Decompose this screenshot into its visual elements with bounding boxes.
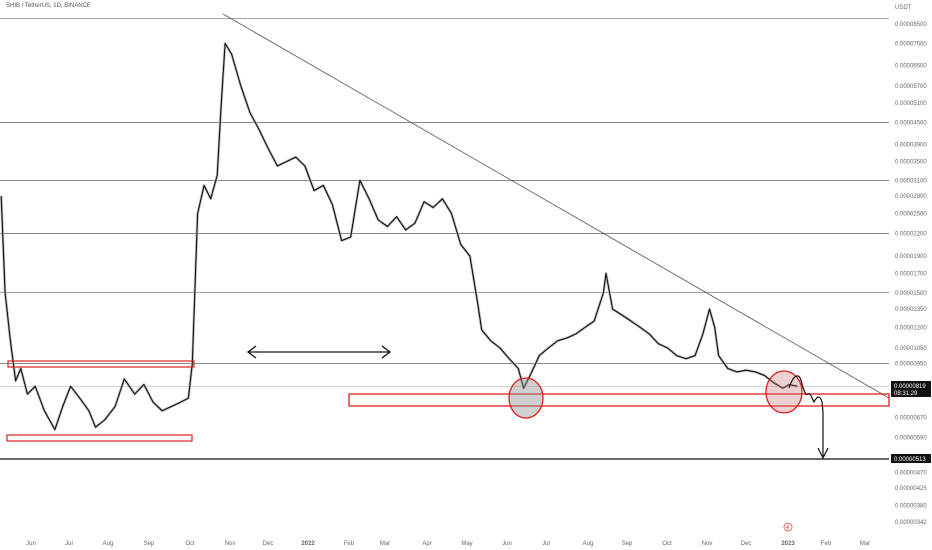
price-tick-label: 0.00001900 (895, 254, 927, 260)
last-price-value: 0.00000819 (894, 384, 926, 390)
price-axis[interactable]: 0.00000342 0.00000380 0.00000425 0.00000470… (895, 22, 927, 526)
support-zone-box[interactable] (348, 393, 890, 407)
price-tick-label: 0.00002200 (895, 231, 927, 237)
price-tick-label: 0.00000950 (895, 362, 927, 368)
last-price-badge: 0.00000819 08:31:29 (891, 381, 931, 397)
time-tick-label: Oct (185, 541, 195, 547)
price-tick-label: 0.00000380 (895, 504, 927, 510)
price-tick-label: 0.00002800 (895, 194, 927, 200)
time-tick-label: Nov (225, 541, 236, 547)
time-tick-label: Feb (344, 541, 355, 547)
price-series-line (0, 42, 798, 431)
price-series-shadow (0, 42, 798, 431)
time-tick-label: Jul (65, 541, 73, 547)
price-tick-label: 0.00000470 (895, 471, 927, 477)
price-tick-label: 0.00000590 (895, 435, 927, 441)
price-tick-label: 0.00000342 (895, 520, 927, 526)
time-tick-label: 2023 (781, 541, 795, 547)
time-tick-label: Dec (741, 541, 752, 547)
range-top-box[interactable] (7, 360, 195, 368)
double-headed-arrow[interactable] (246, 345, 392, 359)
time-tick-label: May (461, 541, 472, 547)
time-tick-label: Jul (542, 541, 550, 547)
time-tick-label: Nov (702, 541, 713, 547)
projected-path[interactable] (788, 375, 824, 456)
time-tick-label: Dec (263, 541, 274, 547)
support-price-value: 0.00000513 (894, 457, 926, 463)
range-bottom-box[interactable] (6, 434, 193, 442)
time-tick-label: 2022 (301, 541, 315, 547)
last-price-countdown: 08:31:29 (894, 391, 918, 397)
time-tick-label: Jun (26, 541, 36, 547)
time-tick-label: Aug (103, 541, 114, 547)
time-tick-label: Sep (622, 541, 633, 547)
symbol-header: SHIB / TetherUS, 1D, BINANCE (6, 3, 91, 9)
price-tick-label: 0.00000425 (895, 486, 927, 492)
time-tick-label: Oct (662, 541, 672, 547)
current-low-circle[interactable] (765, 370, 803, 414)
price-tick-label: 0.00001350 (895, 307, 927, 313)
price-tick-label: 0.00005100 (895, 101, 927, 107)
price-tick-label: 0.00007500 (895, 41, 927, 47)
time-tick-label: Aug (583, 541, 594, 547)
price-tick-label: 0.00004500 (895, 121, 927, 127)
price-tick-label: 0.00001700 (895, 271, 927, 277)
price-tick-label: 0.00003500 (895, 160, 927, 166)
price-tick-label: 0.00001200 (895, 325, 927, 331)
price-tick-label: 0.00006500 (895, 64, 927, 70)
time-tick-label: Mar (860, 541, 870, 547)
time-tick-label: Feb (821, 541, 832, 547)
price-tick-label: 0.00003100 (895, 178, 927, 184)
price-tick-label: 0.00005700 (895, 84, 927, 90)
price-tick-label: 0.00008500 (895, 22, 927, 28)
time-tick-label: Jun (502, 541, 512, 547)
price-tick-label: 0.00001050 (895, 346, 927, 352)
lightning-icon[interactable] (783, 522, 793, 532)
price-tick-label: 0.00000670 (895, 416, 927, 422)
time-tick-label: Mar (380, 541, 390, 547)
support-price-badge: 0.00000513 (891, 454, 931, 463)
descending-trendline[interactable] (222, 13, 890, 399)
time-tick-label: Apr (422, 541, 431, 547)
price-series (0, 42, 798, 431)
price-unit-label: USDT (895, 5, 912, 11)
time-axis[interactable]: Jun Jul Aug Sep Oct Nov Dec 2022 Feb Mar Apr May Jun… (26, 541, 870, 547)
price-tick-label: 0.00002500 (895, 212, 927, 218)
projected-arrowhead (817, 447, 829, 460)
horizontal-levels (0, 18, 889, 460)
time-tick-label: Sep (144, 541, 155, 547)
price-tick-label: 0.00001500 (895, 291, 927, 297)
june-low-circle[interactable] (508, 377, 544, 419)
price-tick-label: 0.00003900 (895, 143, 927, 149)
